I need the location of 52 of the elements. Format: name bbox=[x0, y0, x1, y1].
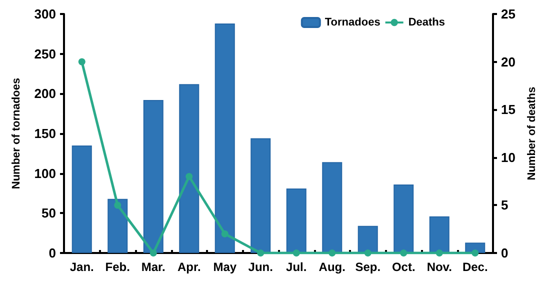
x-tick-label: Jun. bbox=[248, 260, 273, 274]
point bbox=[257, 250, 264, 256]
y2-tick-label: 20 bbox=[501, 54, 516, 70]
y-tick-label: 200 bbox=[34, 86, 56, 102]
bar bbox=[250, 138, 271, 253]
bar bbox=[143, 100, 164, 253]
x-tick-label: Nov. bbox=[426, 260, 452, 274]
y2-tick-label: 0 bbox=[501, 246, 508, 260]
bar bbox=[72, 145, 92, 253]
bar bbox=[179, 84, 200, 253]
bar bbox=[394, 184, 414, 253]
y-tick-label: 50 bbox=[42, 206, 56, 221]
y2-axis-title: Number of deaths bbox=[526, 86, 538, 180]
x-tick-label: Jul. bbox=[286, 260, 307, 274]
point bbox=[78, 58, 86, 66]
y-axis-title: Number of tornadoes bbox=[10, 78, 22, 190]
point bbox=[400, 250, 408, 256]
y-tick-label: 0 bbox=[48, 246, 56, 260]
y2-tick-label: 15 bbox=[501, 102, 516, 118]
bar bbox=[322, 162, 342, 253]
point bbox=[472, 250, 479, 256]
y2-tick-label: 5 bbox=[501, 198, 508, 213]
x-tick-label: Aug. bbox=[318, 260, 346, 274]
point bbox=[364, 250, 372, 256]
point bbox=[328, 250, 336, 256]
bar bbox=[108, 198, 128, 253]
x-tick-label: Sep. bbox=[355, 260, 381, 274]
point bbox=[150, 250, 157, 256]
point bbox=[114, 202, 122, 209]
x-tick-label: Jan. bbox=[70, 260, 94, 274]
point bbox=[186, 173, 193, 180]
y-tick-label: 100 bbox=[34, 166, 56, 181]
legend-label: Deaths bbox=[408, 16, 446, 28]
bar bbox=[358, 226, 378, 253]
x-tick-label: May bbox=[213, 260, 237, 274]
x-tick-label: Apr. bbox=[177, 260, 201, 274]
bar bbox=[429, 216, 450, 253]
bar bbox=[286, 188, 306, 253]
y-tick-label: 300 bbox=[34, 6, 56, 22]
x-tick-label: Oct. bbox=[392, 260, 416, 274]
y2-tick-label: 25 bbox=[501, 6, 516, 22]
y2-tick-label: 10 bbox=[501, 150, 516, 165]
x-tick-label: Feb. bbox=[105, 260, 130, 274]
x-tick-label: Dec. bbox=[462, 260, 488, 274]
y-tick-label: 150 bbox=[34, 126, 56, 141]
point bbox=[436, 250, 443, 256]
x-tick-label: Mar. bbox=[141, 260, 166, 274]
bar bbox=[214, 24, 235, 253]
point bbox=[292, 250, 300, 256]
legend-label: Tornadoes bbox=[324, 16, 380, 28]
point bbox=[221, 230, 228, 238]
y-tick-label: 250 bbox=[34, 46, 56, 62]
